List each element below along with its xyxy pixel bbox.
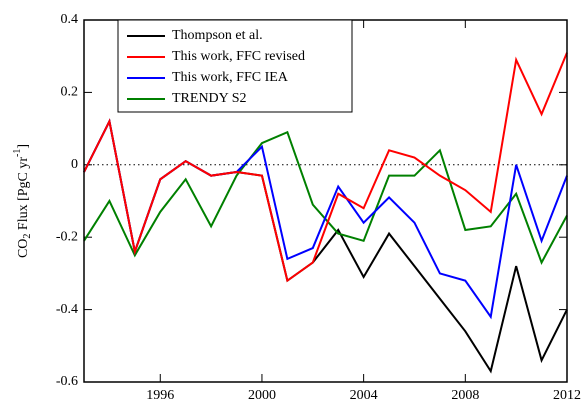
- x-tick-label: 2008: [451, 388, 479, 403]
- x-tick-label: 2012: [553, 388, 581, 403]
- series-line: [83, 130, 568, 265]
- y-label-part: CO: [16, 239, 31, 258]
- y-tick-label: 0.4: [61, 12, 79, 27]
- x-tick-label: 2000: [248, 388, 276, 403]
- y-tick-label: -0.2: [56, 229, 78, 244]
- series-line: [83, 118, 568, 374]
- y-label-part: Flux [PgC yr: [16, 157, 31, 234]
- y-tick-label: 0: [71, 157, 78, 172]
- y-label-part: ]: [16, 144, 31, 149]
- y-tick-label: -0.4: [56, 302, 78, 317]
- legend-label: This work, FFC IEA: [172, 70, 289, 85]
- x-tick-label: 1996: [146, 388, 174, 403]
- y-tick-label: 0.2: [61, 85, 79, 100]
- legend-label: TRENDY S2: [172, 91, 247, 106]
- legend-label: This work, FFC revised: [172, 49, 305, 64]
- y-label-sup: -1: [12, 149, 23, 157]
- series-line: [83, 52, 568, 283]
- x-tick-label: 2004: [350, 388, 378, 403]
- y-tick-label: -0.6: [56, 374, 78, 389]
- y-label-sub: 2: [22, 234, 33, 239]
- legend-label: Thompson et al.: [172, 28, 263, 43]
- y-axis-label: CO2 Flux [PgC yr-1]: [12, 144, 33, 258]
